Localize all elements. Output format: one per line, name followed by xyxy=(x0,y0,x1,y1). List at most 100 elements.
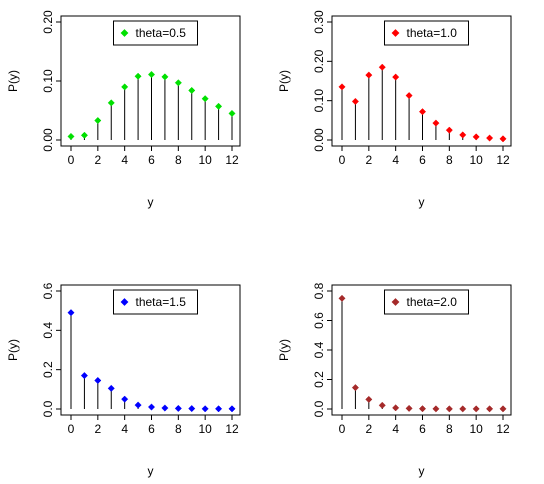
legend-label: theta=2.0 xyxy=(407,295,458,309)
y-tick-label: 0.10 xyxy=(41,69,55,93)
legend: theta=0.5 xyxy=(113,20,198,46)
data-point xyxy=(351,384,359,392)
data-point xyxy=(392,73,400,81)
data-point xyxy=(188,86,196,94)
data-point xyxy=(121,83,129,91)
data-point xyxy=(161,73,169,81)
data-point xyxy=(392,404,400,412)
x-tick-label: 4 xyxy=(392,422,399,436)
legend-marker xyxy=(391,298,400,306)
data-point xyxy=(472,133,480,141)
x-tick-label: 12 xyxy=(225,153,239,167)
y-tick-label: 0.20 xyxy=(312,49,326,73)
legend-marker xyxy=(120,298,129,306)
data-point xyxy=(486,405,494,413)
legend-box xyxy=(113,289,198,315)
x-tick-label: 8 xyxy=(446,153,453,167)
legend-label: theta=1.5 xyxy=(136,295,187,309)
legend: theta=1.0 xyxy=(384,20,469,46)
data-point xyxy=(80,372,88,380)
x-tick-label: 8 xyxy=(175,422,182,436)
data-point xyxy=(365,71,373,79)
y-tick-label: 0.10 xyxy=(312,89,326,113)
data-point xyxy=(94,116,102,125)
data-point xyxy=(338,83,346,91)
x-tick-label: 10 xyxy=(469,422,483,436)
y-tick-label: 0.2 xyxy=(312,371,326,388)
x-tick-label: 8 xyxy=(446,422,453,436)
data-point xyxy=(134,401,142,409)
y-axis-title: P(y) xyxy=(6,339,20,361)
y-axis-title: P(y) xyxy=(277,70,291,92)
y-tick-label: 0.20 xyxy=(41,10,55,34)
panel-3: 0 2 4 6 8 10 12 0.0 0.2 0.4 0.6 y P(y) theta=1.5 xyxy=(6,282,241,478)
legend-label: theta=1.0 xyxy=(407,26,458,40)
x-tick-label: 0 xyxy=(339,153,346,167)
x-tick-label: 6 xyxy=(419,153,426,167)
x-tick-label: 8 xyxy=(175,153,182,167)
x-tick-label: 12 xyxy=(496,422,510,436)
data-point xyxy=(405,91,413,100)
x-tick-label: 2 xyxy=(94,422,101,436)
data-point xyxy=(188,405,196,413)
data-point xyxy=(67,309,75,317)
data-point xyxy=(94,376,102,385)
data-point xyxy=(445,126,453,134)
y-tick-label: 0.6 xyxy=(41,282,55,299)
data-point xyxy=(432,119,440,127)
x-tick-label: 12 xyxy=(496,153,510,167)
legend: theta=1.5 xyxy=(113,289,198,315)
x-tick-label: 4 xyxy=(121,153,128,167)
x-tick-label: 0 xyxy=(68,422,75,436)
data-point xyxy=(499,405,507,413)
y-axis-title: P(y) xyxy=(277,339,291,361)
data-point xyxy=(161,404,169,412)
data-point xyxy=(472,405,480,413)
data-point xyxy=(418,108,427,116)
data-point xyxy=(378,63,386,71)
data-point xyxy=(67,132,75,141)
data-point xyxy=(459,131,467,139)
legend-label: theta=0.5 xyxy=(136,26,187,40)
plot-frame xyxy=(331,15,512,147)
legend-marker xyxy=(120,29,129,37)
data-point xyxy=(201,95,209,103)
x-tick-label: 6 xyxy=(419,422,426,436)
data-point xyxy=(486,134,494,142)
plot-frame xyxy=(60,284,241,416)
x-tick-label: 12 xyxy=(225,422,239,436)
legend-marker xyxy=(391,29,400,37)
data-point xyxy=(80,131,88,139)
x-tick-label: 0 xyxy=(339,422,346,436)
data-point xyxy=(228,405,236,413)
data-point xyxy=(499,135,507,143)
y-tick-label: 0.2 xyxy=(41,361,55,378)
data-point xyxy=(147,403,156,411)
data-point xyxy=(215,102,223,110)
data-point xyxy=(418,405,427,413)
data-point xyxy=(134,72,142,80)
y-tick-label: 0.0 xyxy=(312,400,326,417)
data-point xyxy=(338,294,346,302)
data-point xyxy=(174,79,182,87)
x-tick-label: 6 xyxy=(148,422,155,436)
panel-1: 0 2 4 6 8 10 12 0.00 0.10 0.20 y P(y) theta=0.5 xyxy=(6,10,241,209)
data-point xyxy=(121,395,129,403)
x-axis-title: y xyxy=(148,464,154,478)
x-axis-title: y xyxy=(419,464,425,478)
y-tick-label: 0.0 xyxy=(41,400,55,417)
data-point xyxy=(174,404,182,412)
data-point xyxy=(445,405,453,413)
x-tick-label: 2 xyxy=(94,153,101,167)
data-point xyxy=(228,109,236,118)
data-point xyxy=(107,99,115,107)
data-point xyxy=(351,97,359,106)
y-tick-label: 0.4 xyxy=(41,322,55,339)
x-tick-label: 2 xyxy=(365,422,372,436)
y-tick-label: 0.00 xyxy=(41,128,55,152)
y-tick-label: 0.8 xyxy=(312,282,326,299)
data-point xyxy=(147,70,156,79)
y-tick-label: 0.6 xyxy=(312,312,326,329)
data-point xyxy=(459,405,467,413)
